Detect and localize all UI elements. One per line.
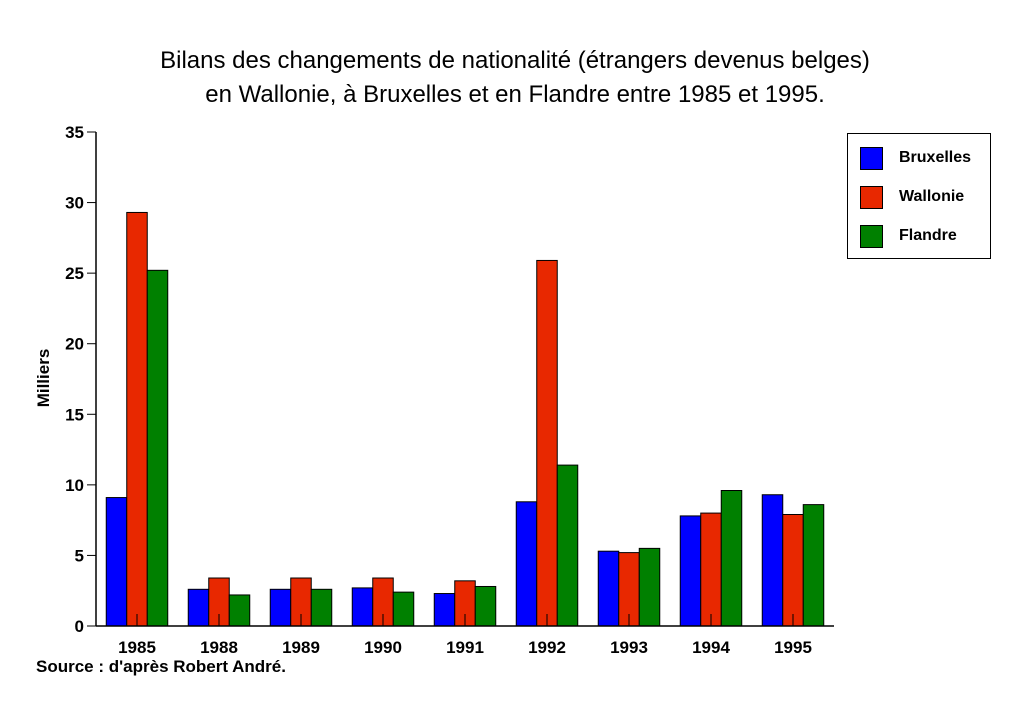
bar-bruxelles-1994 <box>679 515 702 627</box>
x-tick-label-1994: 1994 <box>692 638 730 657</box>
x-tick-label-1989: 1989 <box>282 638 320 657</box>
bar-wallonie-1994 <box>700 512 722 627</box>
y-tick-label-25: 25 <box>65 264 84 283</box>
legend-item-wallonie: Wallonie <box>860 185 964 209</box>
bar-bruxelles-1985 <box>105 497 128 627</box>
y-tick-label-30: 30 <box>65 194 84 213</box>
y-tick-label-0: 0 <box>75 617 84 636</box>
bar-wallonie-1992 <box>536 259 558 627</box>
bar-bruxelles-1988 <box>187 588 210 627</box>
x-tick-label-1985: 1985 <box>118 638 156 657</box>
bar-flandre-1991 <box>474 585 497 627</box>
chart-title-line-2: en Wallonie, à Bruxelles et en Flandre e… <box>205 81 825 108</box>
x-tick-label-1990: 1990 <box>364 638 402 657</box>
bar-flandre-1990 <box>392 591 415 627</box>
legend-item-flandre: Flandre <box>860 224 957 248</box>
bar-flandre-1994 <box>720 490 743 627</box>
bar-bruxelles-1992 <box>515 501 538 627</box>
legend-swatch-wallonie <box>860 185 883 209</box>
bar-flandre-1985 <box>146 269 169 627</box>
y-tick-label-35: 35 <box>65 123 84 142</box>
bar-wallonie-1985 <box>126 211 148 627</box>
x-tick-label-1988: 1988 <box>200 638 238 657</box>
x-tick-label-1992: 1992 <box>528 638 566 657</box>
bar-bruxelles-1995 <box>761 494 784 627</box>
bar-flandre-1989 <box>310 588 333 627</box>
axis-layer: 1985 1988 1989 1990 1991 1992 1993 1994 1995 0 5 10… <box>65 123 834 657</box>
legend-swatch-flandre <box>860 224 883 248</box>
legend-item-bruxelles: Bruxelles <box>860 146 971 170</box>
bar-flandre-1995 <box>802 504 825 627</box>
y-tick-label-5: 5 <box>75 546 84 565</box>
x-tick-label-1995: 1995 <box>774 638 812 657</box>
legend-swatch-bruxelles <box>860 146 883 170</box>
x-tick-label-1993: 1993 <box>610 638 648 657</box>
legend: Bruxelles Wallonie Flandre <box>847 133 991 259</box>
chart-title-line-1: Bilans des changements de nationalité (é… <box>160 47 870 74</box>
x-tick-label-1991: 1991 <box>446 638 484 657</box>
bar-bruxelles-1993 <box>597 550 620 627</box>
bar-bruxelles-1990 <box>351 587 374 627</box>
bar-bruxelles-1989 <box>269 588 292 627</box>
y-axis-label: Milliers <box>34 348 53 408</box>
bar-wallonie-1995 <box>782 513 804 627</box>
bars-layer <box>105 211 825 627</box>
chart-title: Bilans des changements de nationalité (é… <box>0 44 1022 112</box>
y-tick-label-10: 10 <box>65 476 84 495</box>
legend-label-flandre: Flandre <box>899 227 957 244</box>
legend-label-wallonie: Wallonie <box>899 188 965 205</box>
bar-bruxelles-1991 <box>433 593 456 627</box>
source-note: Source : d'après Robert André. <box>36 657 286 676</box>
bar-flandre-1993 <box>638 547 661 627</box>
bar-flandre-1988 <box>228 594 251 627</box>
y-tick-label-20: 20 <box>65 335 84 354</box>
legend-label-bruxelles: Bruxelles <box>899 149 972 166</box>
bar-flandre-1992 <box>556 464 579 627</box>
y-tick-label-15: 15 <box>65 405 84 424</box>
